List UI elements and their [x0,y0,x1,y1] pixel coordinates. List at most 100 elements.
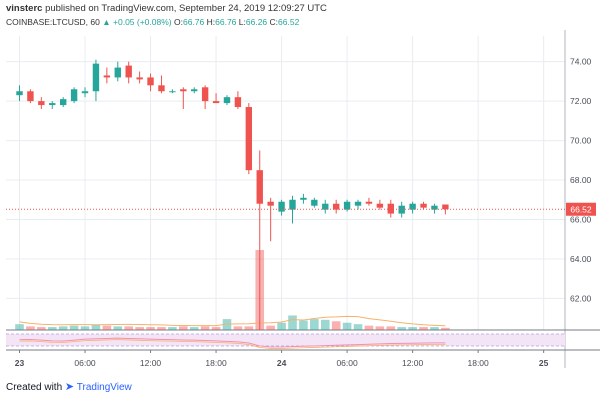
candle [322,199,329,214]
candle [223,95,231,106]
candle [114,61,121,82]
candle [256,150,263,330]
volume-bar [441,327,450,330]
candle-series [16,59,449,330]
candle-body [103,75,111,78]
tradingview-logo-icon[interactable]: ➤ [64,381,75,393]
volume-bar [397,327,406,330]
y-tick-label: 66.00 [570,215,592,225]
volume-bar [353,324,363,330]
x-tick-label: 25 [539,358,549,368]
candle [70,87,78,104]
candle-body [223,97,231,104]
oscillator-pane [6,333,565,349]
volume-series [15,250,450,330]
candle [38,97,45,110]
candle [49,101,56,110]
candle [147,73,154,92]
change-arrow-icon: ▲ [102,17,111,27]
candle-body [49,103,56,106]
volume-bar [288,315,297,330]
candle [365,197,373,206]
volume-bar [102,325,112,330]
author-name[interactable]: vinsterc [6,3,43,14]
candle-body [332,203,340,210]
volume-bar [320,319,330,330]
candle [398,201,405,218]
close-value: 66.52 [278,17,300,27]
volume-bar [419,327,428,330]
candle-body [81,91,89,94]
candle-body [431,205,438,210]
candle-body [245,107,253,171]
candle [92,59,100,102]
candle-body [16,91,23,96]
volume-bar [430,327,439,330]
candle-body [354,201,362,206]
candle-body [267,201,274,206]
y-tick-label: 62.00 [570,293,592,303]
volume-bar [331,321,341,330]
candle-body [169,91,176,93]
volume-bar [277,322,286,330]
candle-body [27,91,34,102]
volume-bar [189,327,199,330]
volume-bar [408,327,417,330]
candle-body [114,67,121,78]
volume-bar [91,324,101,330]
candle-body [343,201,351,210]
publish-info: vinsterc published on TradingView.com, S… [6,3,327,14]
last-price-tag [566,202,596,216]
open-label: O: [174,17,183,27]
candle-body [398,205,405,214]
published-text: published on TradingView.com, September … [45,3,327,14]
candle-body [278,201,285,212]
change-value: +0.05 (+0.08%) [113,17,172,27]
grid-lines [6,36,565,330]
candle-body [442,204,449,210]
candle [81,87,89,98]
x-tick-label: 18:00 [205,358,227,368]
tradingview-brand[interactable]: TradingView [76,382,132,393]
volume-bar [80,326,90,330]
candle-body [387,203,394,214]
candle [125,61,132,84]
candle [59,97,67,108]
candle-body [191,89,198,92]
candle-body [300,197,307,200]
symbol-bar: COINBASE:LTCUSD, 60 ▲ +0.05 (+0.08%) O:6… [6,17,299,27]
oscillator-band [6,334,565,346]
low-label: L: [238,17,246,27]
y-tick-label: 64.00 [570,254,592,264]
volume-bar [386,326,396,330]
candle-body [365,201,373,204]
candle [201,85,209,110]
x-tick-label: 24 [277,358,287,368]
volume-bar [113,326,123,330]
candle-body [311,199,318,206]
volume-ma-line [19,315,446,327]
candle [278,199,285,216]
volume-bar [15,324,24,330]
symbol-label[interactable]: COINBASE:LTCUSD, 60 [6,17,100,27]
volume-bar [168,327,177,330]
candle [267,197,274,242]
candle [27,89,34,104]
x-tick-label: 06:00 [74,358,96,368]
y-tick-label: 70.00 [570,136,592,146]
open-value: 66.76 [182,17,205,27]
candle [420,201,427,210]
volume-bar [299,320,308,330]
candle [16,85,23,102]
candle [191,87,198,94]
candle [103,67,111,84]
candle [343,199,351,212]
candle-body [158,85,165,92]
candle [289,195,296,224]
footer: Created with ➤ TradingView [6,380,132,393]
x-tick-label: 12:00 [402,358,424,368]
candle [431,203,438,214]
volume-bar [233,326,243,330]
volume-bar [266,325,275,330]
